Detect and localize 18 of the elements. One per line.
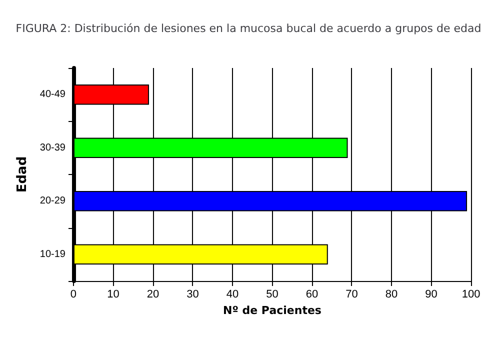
x-tick-label: 70	[346, 288, 358, 300]
x-axis-title: Nº de Pacientes	[223, 304, 322, 317]
x-tick-label: 10	[107, 288, 120, 300]
chart-title: FIGURA 2: Distribución de lesiones en la mucosa bucal de acuerdo a grupos de edad	[16, 22, 482, 35]
x-tick-label: 50	[266, 288, 278, 300]
x-tick-label: 20	[146, 288, 160, 300]
x-tick-label: 60	[306, 288, 318, 300]
y-tick-label: 20-29	[40, 196, 66, 207]
x-tick-label: 0	[70, 288, 77, 300]
x-tick-label: 100	[462, 288, 480, 300]
y-tick-label: 40-49	[40, 89, 66, 100]
x-tick-label: 30	[186, 288, 199, 300]
x-tick-label: 40	[226, 288, 239, 300]
y-axis-title: Edad	[15, 156, 30, 193]
y-tick-label: 10-19	[40, 248, 66, 260]
x-tick-label: 80	[385, 288, 398, 300]
x-tick-label: 90	[425, 288, 438, 300]
y-tick-label: 30-39	[40, 142, 66, 154]
